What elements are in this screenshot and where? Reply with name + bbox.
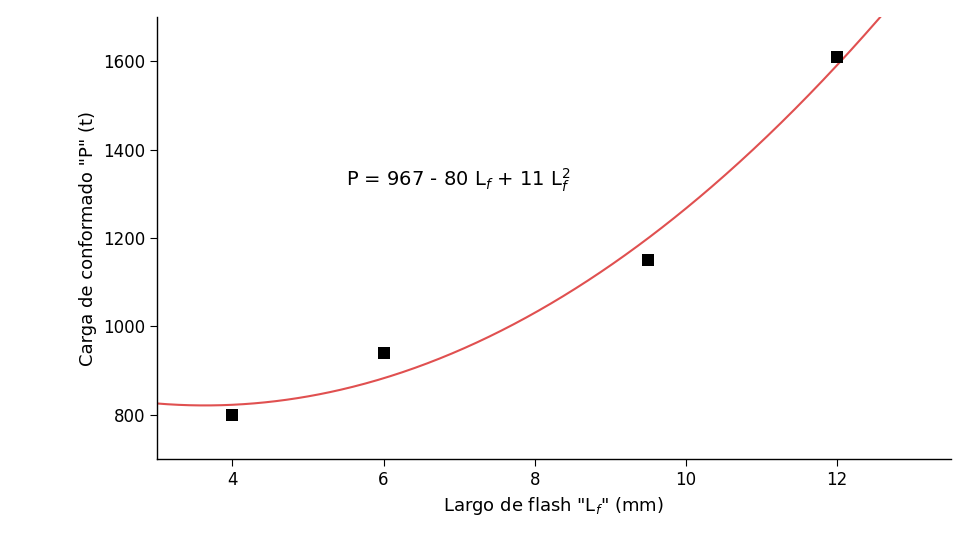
Point — [829, 52, 845, 61]
Point — [224, 410, 240, 419]
Text: P = 967 - 80 L$_f$ + 11 L$_f^2$: P = 967 - 80 L$_f$ + 11 L$_f^2$ — [346, 167, 570, 194]
X-axis label: Largo de flash "L$_f$" (mm): Largo de flash "L$_f$" (mm) — [443, 494, 664, 516]
Point — [375, 348, 391, 357]
Y-axis label: Carga de conformado "P" (t): Carga de conformado "P" (t) — [79, 110, 97, 366]
Point — [640, 256, 656, 265]
